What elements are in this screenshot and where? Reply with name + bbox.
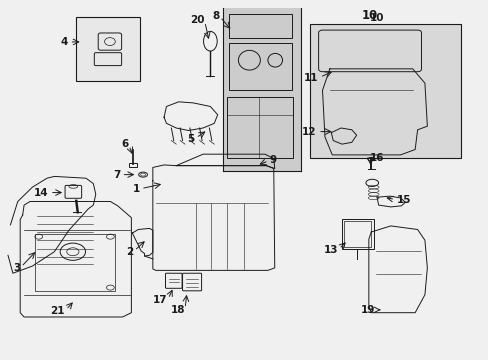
Bar [344,221,370,247]
Text: 1: 1 [132,184,140,194]
Bar [310,24,461,158]
Text: 16: 16 [369,153,384,163]
Text: 21: 21 [50,306,65,316]
Text: 13: 13 [323,245,337,255]
Text: 7: 7 [113,170,120,180]
Bar [341,220,373,249]
Text: 18: 18 [170,305,184,315]
Text: 3: 3 [13,263,20,273]
Text: 10: 10 [369,13,384,23]
Text: 4: 4 [61,37,68,47]
Text: 2: 2 [126,247,133,257]
Text: 9: 9 [269,155,276,165]
Text: 12: 12 [302,127,316,136]
Text: 5: 5 [187,134,194,144]
Bar [228,43,292,90]
Text: 10: 10 [362,9,378,22]
Bar [129,163,137,167]
Text: 14: 14 [34,188,48,198]
Text: 11: 11 [304,73,318,83]
Text: 15: 15 [396,195,410,205]
Bar [228,14,292,38]
Text: 19: 19 [360,305,374,315]
Text: 6: 6 [121,139,128,149]
Bar [76,17,140,81]
Bar [222,8,300,171]
Text: 17: 17 [153,295,167,305]
Bar [227,97,293,158]
Text: 20: 20 [190,15,204,26]
Text: 8: 8 [211,11,219,21]
Bar [35,234,115,291]
